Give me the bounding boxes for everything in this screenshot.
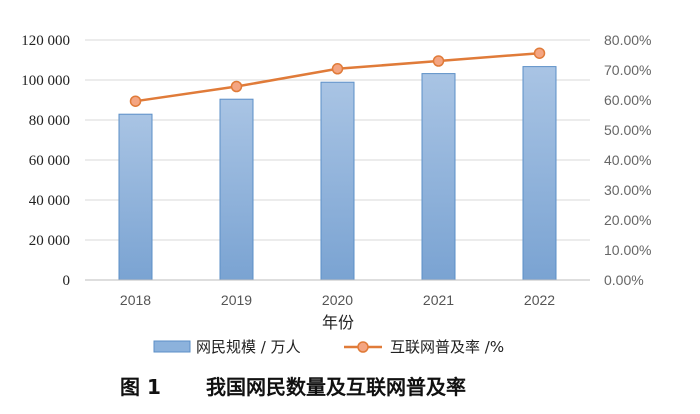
line-point bbox=[432, 55, 445, 67]
x-axis: 2018 2019 2020 2021 2022 bbox=[120, 292, 555, 308]
line-point bbox=[129, 95, 142, 107]
legend-bar-swatch bbox=[153, 340, 191, 353]
y-left-tick-label: 20 000 bbox=[29, 233, 70, 249]
y-right-tick-label: 50.00% bbox=[604, 122, 651, 138]
y-left-tick-label: 40 000 bbox=[29, 193, 70, 209]
bar bbox=[320, 81, 355, 281]
line-series bbox=[129, 47, 546, 107]
y-right-tick-label: 40.00% bbox=[604, 152, 651, 168]
y-right-tick-label: 60.00% bbox=[604, 92, 651, 108]
legend: 网民规模 / 万人 互联网普及率 /% bbox=[153, 338, 504, 356]
bar bbox=[421, 73, 456, 281]
y-right-tick-label: 10.00% bbox=[604, 242, 651, 258]
x-tick-label: 2018 bbox=[120, 292, 151, 308]
bar-series bbox=[118, 66, 557, 281]
y-right-axis: 0.00% 10.00% 20.00% 30.00% 40.00% 50.00% 60.00… bbox=[604, 32, 651, 288]
line-point bbox=[331, 63, 344, 75]
legend-bar-label: 网民规模 / 万人 bbox=[196, 338, 301, 356]
bar bbox=[522, 66, 557, 281]
y-right-tick-label: 80.00% bbox=[604, 32, 651, 48]
x-tick-label: 2019 bbox=[221, 292, 252, 308]
line-point bbox=[230, 80, 243, 93]
caption-number: 图 1 bbox=[120, 375, 161, 399]
y-left-tick-label: 120 000 bbox=[21, 33, 70, 49]
bar bbox=[219, 98, 254, 281]
y-left-axis: 0 20 000 40 000 60 000 80 000 100 000 120 000 bbox=[21, 33, 70, 289]
line-point bbox=[533, 47, 546, 59]
y-right-tick-label: 30.00% bbox=[604, 182, 651, 198]
y-right-tick-label: 20.00% bbox=[604, 212, 651, 228]
y-left-tick-label: 100 000 bbox=[21, 73, 70, 89]
figure-caption: 图 1 我国网民数量及互联网普及率 bbox=[120, 375, 466, 399]
y-left-tick-label: 0 bbox=[63, 273, 71, 289]
x-tick-label: 2021 bbox=[423, 292, 454, 308]
y-left-tick-label: 80 000 bbox=[29, 113, 70, 129]
y-right-tick-label: 70.00% bbox=[604, 62, 651, 78]
y-right-tick-label: 0.00% bbox=[604, 272, 644, 288]
y-left-tick-label: 60 000 bbox=[29, 153, 70, 169]
x-axis-title: 年份 bbox=[322, 313, 354, 332]
bar bbox=[118, 113, 153, 281]
legend-line-marker bbox=[357, 341, 369, 353]
x-tick-label: 2022 bbox=[524, 292, 555, 308]
legend-line-label: 互联网普及率 /% bbox=[390, 338, 504, 356]
x-tick-label: 2020 bbox=[322, 292, 353, 308]
caption-text: 我国网民数量及互联网普及率 bbox=[206, 375, 466, 399]
